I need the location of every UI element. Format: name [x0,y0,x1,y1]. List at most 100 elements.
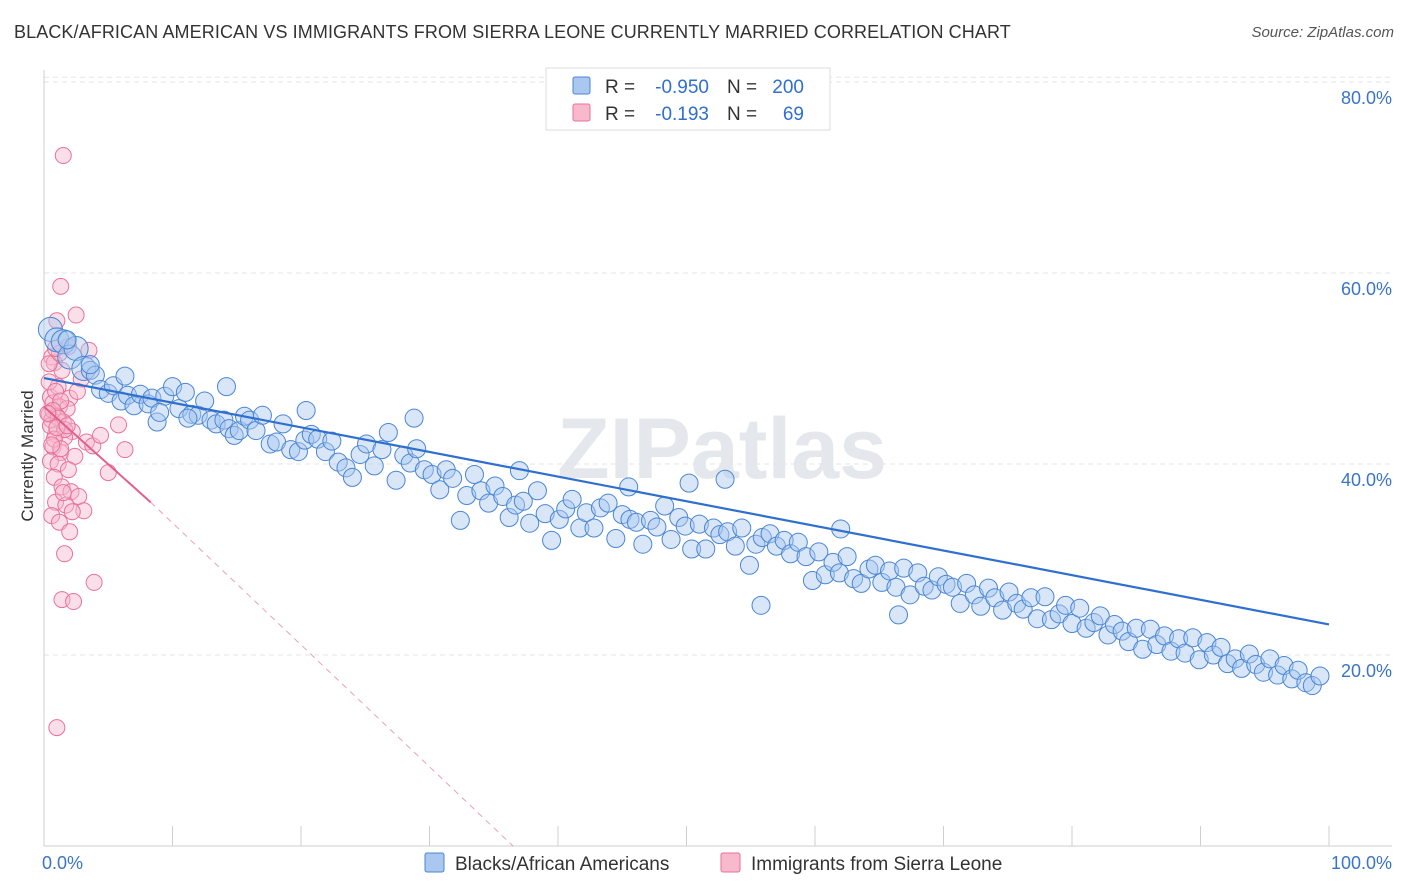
black-point [1013,599,1033,619]
black-point [710,525,730,545]
black-point [950,593,970,613]
black-point [626,512,646,532]
trend-line-sierra-leone-extension [150,501,514,847]
sierra-leone-point [43,436,61,454]
bottom-legend-swatch-pink [720,852,741,873]
black-point [971,596,991,616]
trend-lines [43,376,1330,847]
sierra-leone-point [40,355,58,373]
black-point [457,486,477,506]
sierra-leone-point [54,147,72,165]
black-point [549,509,569,529]
sierra-leone-point [39,404,57,422]
black-point [175,382,195,402]
black-point [689,514,709,534]
black-point [1211,637,1231,657]
x-tick-label-max: 100.0% [1331,853,1392,873]
y-tick-label-80: 80.0% [1341,88,1392,108]
black-point [1175,643,1195,663]
black-point [450,510,470,530]
sierra-leone-point [56,545,74,563]
black-point [1169,629,1189,649]
bottom-legend-swatch-blue [424,852,445,873]
legend-n-value-pink: 69 [783,104,804,125]
black-point [1268,665,1288,685]
bottom-legend-label-pink: Immigrants from Sierra Leone [751,854,1002,875]
legend-r-value-blue: -0.950 [655,77,709,98]
black-point [1239,644,1259,664]
watermark: ZIPatlas [557,401,887,497]
series-sierra-leone-points [39,147,134,737]
black-point [739,555,759,575]
black-point [216,377,236,397]
black-point [872,572,892,592]
black-point [1062,613,1082,633]
black-point [443,468,463,488]
black-point [1076,618,1096,638]
black-point [328,452,348,472]
black-point [229,421,249,441]
black-point [322,431,342,451]
black-point [760,524,780,544]
black-point [1027,609,1047,629]
black-point [527,481,547,501]
sierra-leone-point [59,461,77,479]
black-point [633,534,653,554]
black-point [942,577,962,597]
trend-line-black [43,376,1330,626]
y-tick-label-40: 40.0% [1341,470,1392,490]
black-point [315,442,335,462]
black-point [195,391,215,411]
black-point [372,440,392,460]
black-point [900,585,920,605]
sierra-leone-point [48,419,66,437]
sierra-leone-point [53,478,71,496]
legend-n-label-blue: N = [727,77,757,98]
sierra-leone-point [61,523,79,541]
sierra-leone-point [116,441,134,459]
sierra-leone-point [54,484,72,502]
black-point [1112,621,1132,641]
sierra-leone-point [48,312,66,330]
black-point [422,465,442,485]
black-point [499,507,519,527]
legend-n-label-pink: N = [727,104,757,125]
black-point [679,473,699,493]
black-point [889,605,909,625]
black-point [796,547,816,567]
black-point [576,503,596,523]
sierra-leone-point [52,440,70,458]
legend-swatch-blue [572,76,591,95]
black-point [85,365,105,385]
black-point [336,458,356,478]
sierra-leone-point [65,593,83,611]
black-point [715,469,735,489]
black-point [732,518,752,538]
bottom-legend-label-blue: Blacks/African Americans [455,854,669,875]
black-point [1041,610,1061,630]
sierra-leone-point [41,417,59,435]
legend-r-value-pink: -0.193 [655,104,709,125]
black-point [430,480,450,500]
black-point [1133,639,1153,659]
legend-swatch-pink [572,103,591,122]
black-point [400,453,420,473]
black-point [1104,614,1124,634]
trend-line-sierra-leone [43,405,152,503]
black-point [71,356,97,381]
black-point [124,396,144,416]
black-point [80,355,100,375]
black-point [957,573,977,593]
sierra-leone-point [80,341,98,359]
black-point [115,366,135,386]
black-point [751,595,771,615]
grid-lines [44,76,1392,656]
black-point [865,555,885,575]
black-point [535,504,555,524]
black-point [556,499,576,519]
source-label: Source: ZipAtlas.com [1251,24,1394,41]
black-point [479,493,499,513]
black-point [364,456,384,476]
sierra-leone-point [63,503,81,521]
y-tick-label-60: 60.0% [1341,279,1392,299]
